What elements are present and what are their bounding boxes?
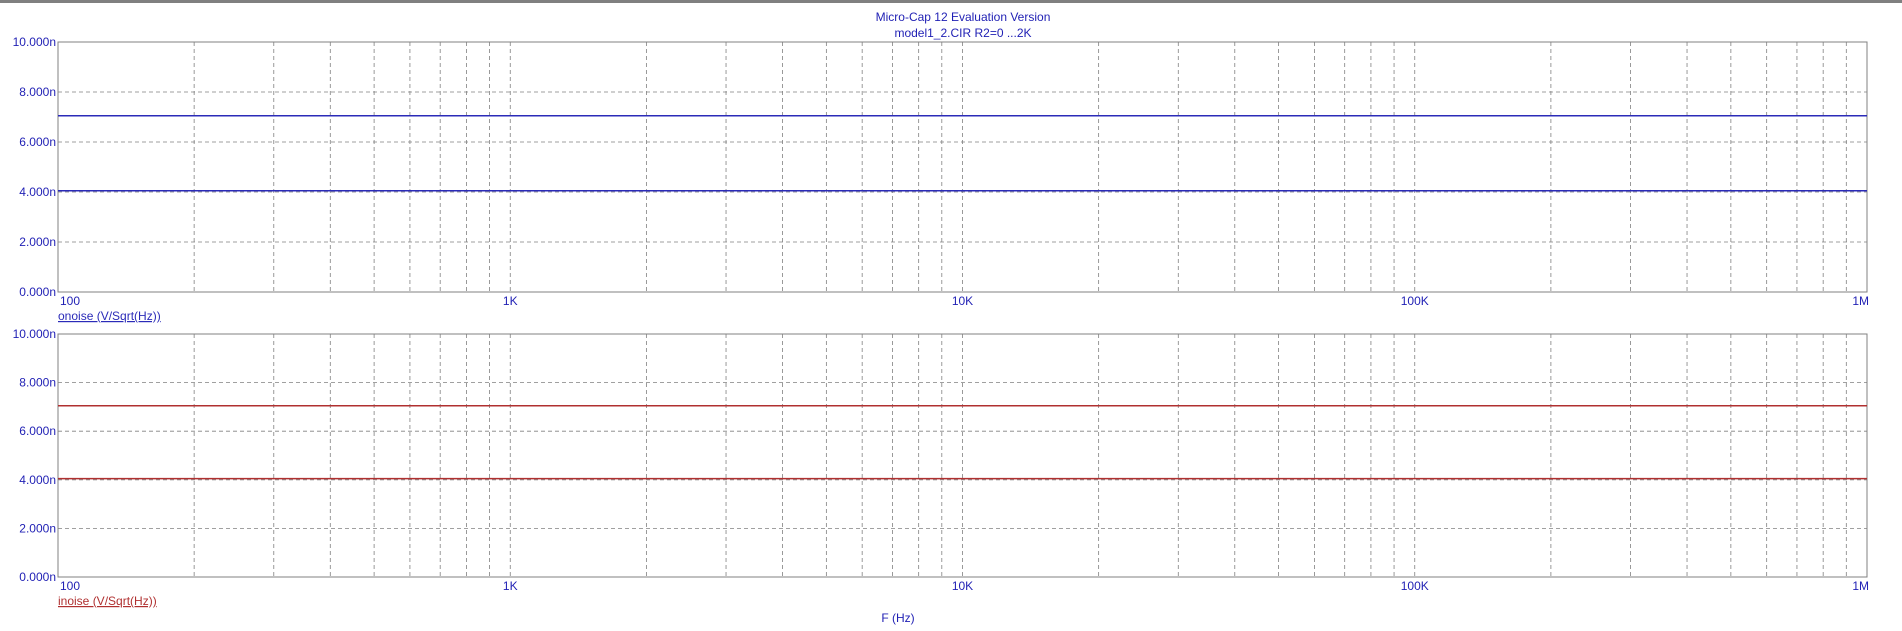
top-accent-line (0, 0, 1902, 3)
y-tick-label: 4.000n (19, 185, 56, 199)
onoise-panel: 0.000n 2.000n 4.000n 6.000n 8.000n 10.000n 100… (13, 35, 1869, 323)
x-tick-label: 100 (60, 579, 80, 593)
x-tick-label: 1K (503, 579, 518, 593)
y-axis-label: inoise (V/Sqrt(Hz)) (58, 594, 157, 608)
x-tick-label: 10K (952, 579, 973, 593)
plot-title: Micro-Cap 12 Evaluation Version (876, 10, 1051, 24)
y-tick-label: 6.000n (19, 424, 56, 438)
x-tick-label: 1K (503, 294, 518, 308)
y-tick-label: 6.000n (19, 135, 56, 149)
y-tick-label: 8.000n (19, 376, 56, 390)
y-tick-label: 0.000n (19, 285, 56, 299)
y-tick-label: 2.000n (19, 521, 56, 535)
y-tick-label: 10.000n (13, 327, 56, 341)
x-tick-label: 10K (952, 294, 973, 308)
x-axis-label: F (Hz) (881, 611, 914, 625)
y-tick-label: 8.000n (19, 85, 56, 99)
x-tick-label: 1M (1852, 294, 1869, 308)
y-tick-label: 2.000n (19, 235, 56, 249)
y-tick-label: 4.000n (19, 473, 56, 487)
y-tick-label: 0.000n (19, 570, 56, 584)
plot-subtitle: model1_2.CIR R2=0 ...2K (894, 26, 1031, 40)
plot-frame (57, 333, 1868, 578)
y-tick-label: 10.000n (13, 35, 56, 49)
plot-frame (57, 41, 1868, 293)
x-tick-label: 100 (60, 294, 80, 308)
inoise-panel: 0.000n 2.000n 4.000n 6.000n 8.000n 10.000n 100… (13, 327, 1869, 625)
x-tick-label: 1M (1852, 579, 1869, 593)
x-tick-label: 100K (1401, 294, 1429, 308)
y-axis-label: onoise (V/Sqrt(Hz)) (58, 309, 161, 323)
x-tick-label: 100K (1401, 579, 1429, 593)
